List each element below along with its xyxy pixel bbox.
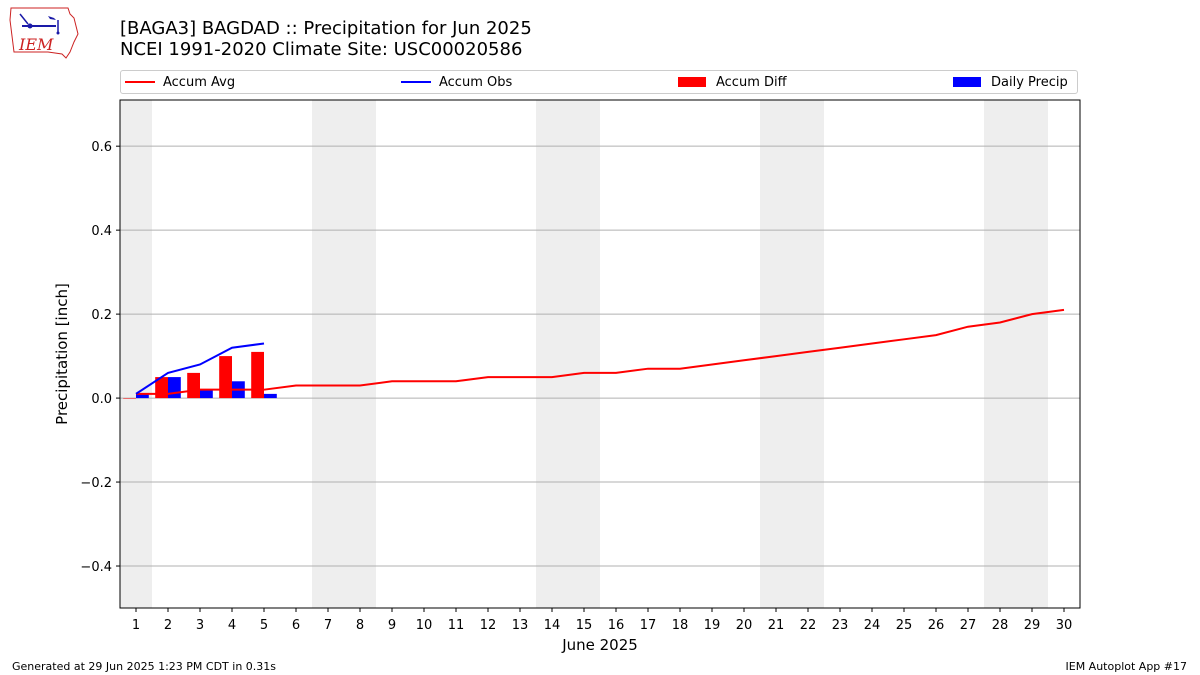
x-tick-label: 19 [704, 618, 721, 633]
x-tick-label: 14 [544, 618, 561, 633]
y-tick-label: 0.4 [91, 224, 112, 239]
x-tick-label: 27 [960, 618, 977, 633]
x-tick-label: 1 [132, 618, 140, 633]
y-tick-label: 0.0 [91, 392, 112, 407]
grid-lines [120, 145, 1080, 567]
weekend-band-2 [536, 100, 600, 608]
logo-text: IEM [18, 35, 54, 54]
x-tick-label: 24 [864, 618, 881, 633]
legend-swatch-accum-obs [401, 81, 431, 83]
footer-generated: Generated at 29 Jun 2025 1:23 PM CDT in … [12, 660, 277, 673]
weekend-shading [120, 100, 1048, 608]
y-tick-label: −0.2 [80, 476, 112, 491]
legend-swatch-accum-diff [678, 77, 706, 87]
x-tick-label: 20 [736, 618, 753, 633]
weekend-band-1 [312, 100, 376, 608]
x-tick-label: 23 [832, 618, 849, 633]
x-tick-label: 10 [416, 618, 433, 633]
legend-label-accum-avg: Accum Avg [163, 74, 236, 90]
x-tick-label: 3 [196, 618, 204, 633]
x-tick-label: 29 [1024, 618, 1041, 633]
x-tick-label: 12 [480, 618, 497, 633]
y-tick-label: 0.6 [91, 140, 112, 155]
x-tick-label: 22 [800, 618, 817, 633]
ticks: −0.4−0.20.00.20.40.61 2 3 4 5 6 7 8 9 10 11 12 13 14 1… [80, 140, 1072, 633]
x-tick-label: 26 [928, 618, 945, 633]
legend: Accum Avg Accum Obs Accum Diff Daily Pre… [120, 70, 1078, 94]
bar-daily-precip [264, 393, 277, 399]
weekend-band-0 [120, 100, 152, 608]
y-tick-label: −0.4 [80, 560, 112, 575]
x-tick-label: 2 [164, 618, 172, 633]
x-tick-label: 16 [608, 618, 625, 633]
legend-label-daily-precip: Daily Precip [991, 74, 1068, 90]
iem-logo: IEM [9, 7, 79, 59]
weekend-band-4 [984, 100, 1048, 608]
x-tick-label: 13 [512, 618, 529, 633]
legend-item-accum-obs: Accum Obs [401, 71, 512, 93]
x-tick-label: 7 [324, 618, 332, 633]
x-tick-label: 9 [388, 618, 396, 633]
bar-accum-diff [251, 351, 264, 399]
legend-item-accum-avg: Accum Avg [125, 71, 235, 93]
bar-accum-diff [219, 356, 232, 399]
y-axis-label: Precipitation [inch] [53, 283, 71, 425]
bar-daily-precip [136, 393, 149, 399]
chart-title: [BAGA3] BAGDAD :: Precipitation for Jun … [120, 18, 532, 60]
title-line-2: NCEI 1991-2020 Climate Site: USC00020586 [120, 39, 523, 60]
legend-label-accum-diff: Accum Diff [716, 74, 787, 90]
x-tick-label: 11 [448, 618, 465, 633]
plot-frame [119, 99, 1081, 609]
x-tick-label: 25 [896, 618, 913, 633]
x-tick-label: 17 [640, 618, 657, 633]
x-tick-label: 15 [576, 618, 593, 633]
x-tick-label: 30 [1056, 618, 1073, 633]
legend-swatch-daily-precip [953, 77, 981, 87]
legend-label-accum-obs: Accum Obs [439, 74, 513, 90]
y-tick-label: 0.2 [91, 308, 112, 323]
legend-item-daily-precip: Daily Precip [953, 71, 1068, 93]
bar-accum-diff [123, 398, 136, 399]
bar-accum-diff [155, 377, 168, 399]
bar-accum-diff [187, 372, 200, 399]
bar-daily-precip [168, 377, 181, 399]
footer-app: IEM Autoplot App #17 [1065, 660, 1188, 673]
x-tick-label: 8 [356, 618, 364, 633]
x-tick-label: 21 [768, 618, 785, 633]
x-axis-label: June 2025 [561, 636, 638, 654]
legend-item-accum-diff: Accum Diff [678, 71, 787, 93]
lines [135, 308, 1065, 395]
line-accum-obs [135, 342, 265, 395]
line-accum-avg [136, 308, 1065, 395]
x-tick-label: 4 [228, 618, 236, 633]
title-line-1: [BAGA3] BAGDAD :: Precipitation for Jun … [120, 18, 532, 39]
x-tick-label: 6 [292, 618, 300, 633]
x-tick-label: 5 [260, 618, 268, 633]
bar-daily-precip [200, 389, 213, 399]
x-tick-label: 18 [672, 618, 689, 633]
bars [123, 351, 277, 399]
x-tick-label: 28 [992, 618, 1009, 633]
legend-swatch-accum-avg [125, 81, 155, 83]
